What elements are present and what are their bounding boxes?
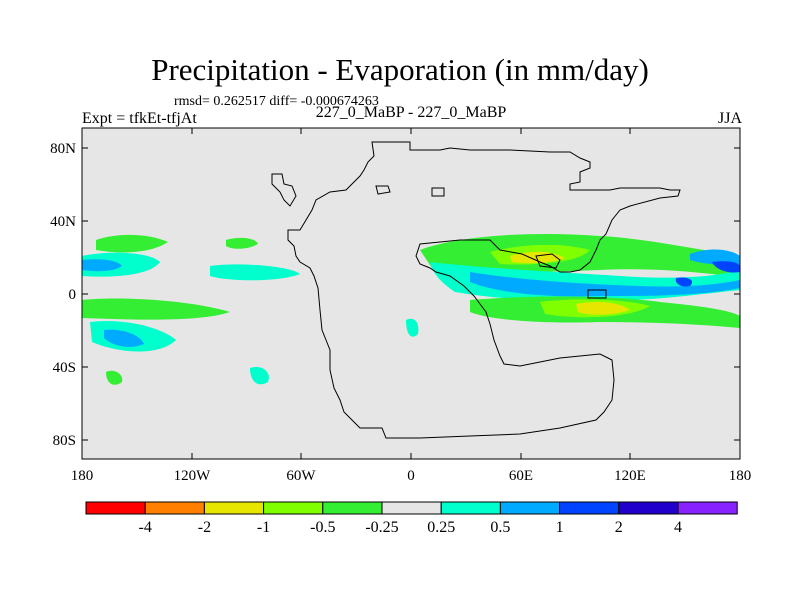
- season-label: JJA: [717, 110, 742, 127]
- colorbar-label: 1: [556, 519, 564, 536]
- colorbar-label: 2: [615, 519, 623, 536]
- colorbar-box: [499, 501, 561, 515]
- stats-line: rmsd= 0.262517 diff= -0.000674263: [174, 94, 379, 109]
- lat-tick-label: 80N: [50, 141, 76, 157]
- colorbar-label: 0.5: [490, 519, 510, 536]
- lon-tick-label: 60E: [509, 468, 533, 484]
- lon-tick-label: 180: [729, 468, 752, 484]
- colorbar-box: [144, 501, 205, 515]
- colorbar-label: -4: [139, 519, 152, 536]
- left-string: Expt = tfkEt-tfjAt: [82, 110, 197, 127]
- colorbar-box: [559, 501, 620, 515]
- colorbar-box: [263, 501, 324, 515]
- center-string: 227_0_MaBP - 227_0_MaBP: [315, 104, 507, 121]
- colorbar-box: [203, 501, 265, 515]
- lon-tick-label: 180: [71, 468, 94, 484]
- colorbar-box: [381, 501, 442, 515]
- lat-tick-label: 0: [69, 287, 77, 303]
- contour-fills: [82, 233, 740, 385]
- lat-tick-label: 40N: [50, 214, 76, 230]
- colorbar: [85, 501, 738, 515]
- coastline: [287, 141, 681, 439]
- colorbar-label: -2: [198, 519, 211, 536]
- colorbar-box: [618, 501, 679, 515]
- lon-tick-label: 60W: [286, 468, 316, 484]
- colorbar-label: 4: [674, 519, 682, 536]
- lon-tick-label: 120W: [174, 468, 212, 484]
- map-title: Precipitation - Evaporation (in mm/day): [151, 52, 649, 87]
- lat-axis: [82, 147, 740, 441]
- colorbar-box: [85, 501, 146, 515]
- colorbar-label: 0.25: [427, 519, 455, 536]
- lon-axis: [81, 128, 741, 459]
- lat-tick-label: 40S: [53, 360, 76, 376]
- colorbar-label: -0.25: [365, 519, 398, 536]
- colorbar-label: -1: [257, 519, 270, 536]
- lon-tick-label: 0: [407, 468, 415, 484]
- colorbar-box: [322, 501, 383, 515]
- lon-tick-label: 120E: [614, 468, 646, 484]
- colorbar-box: [677, 501, 738, 515]
- colorbar-label: -0.5: [310, 519, 335, 536]
- colorbar-box: [440, 501, 501, 515]
- lat-tick-label: 80S: [53, 433, 76, 449]
